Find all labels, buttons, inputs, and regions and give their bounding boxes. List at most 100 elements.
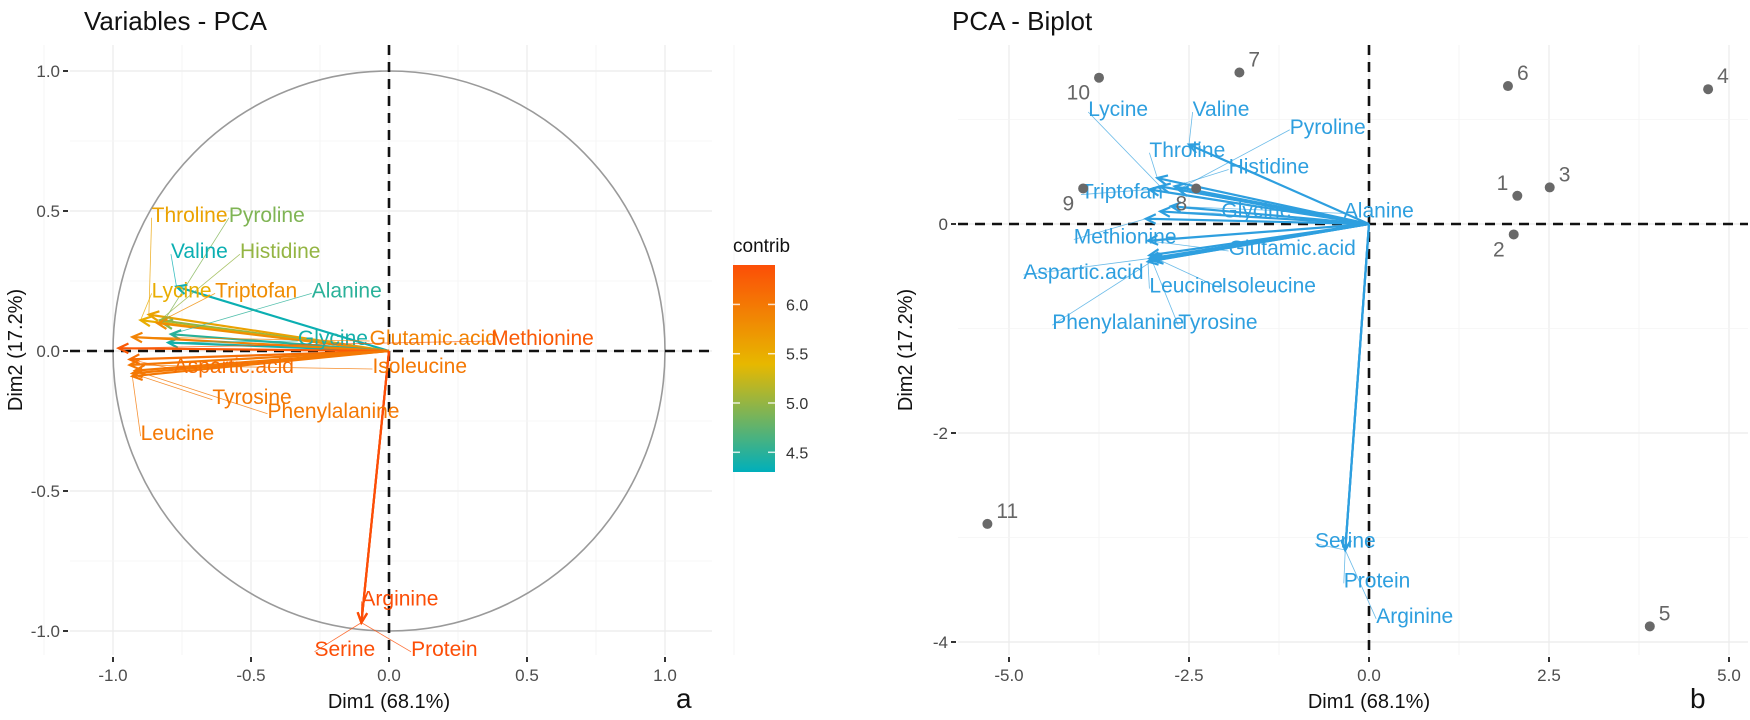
label-connector [1147,261,1150,289]
panel-b-letter: b [1690,683,1706,714]
pca-biplot-panel: PCA - Biplot Lycine Valine Pyroline Throlin… [895,6,1748,714]
variable-label: Tyrosine [212,386,291,409]
label-connector [1151,259,1179,326]
x-tick-label: -2.5 [1174,666,1203,685]
x-tick-label: 0.0 [1357,666,1381,685]
individual-label: 6 [1517,62,1529,85]
label-connector [132,373,213,401]
individual-label: 5 [1659,602,1671,625]
label-connector [159,253,241,321]
individual-point [1644,621,1655,632]
contrib-color-legend: contrib 6.0 5.5 5.0 4.5 [733,236,808,472]
variable-label: Tyrosine [1178,311,1257,334]
panel-a-x-axis-label: Dim1 (68.1%) [328,691,450,713]
label-connector [1147,240,1229,252]
label-connector [118,340,492,349]
y-tick-label: -1.0 [31,622,60,641]
label-connector [1073,218,1146,240]
label-connector [1051,260,1154,326]
variable-label: Alanine [1344,199,1414,222]
variable-arrow-tyrosine [1151,222,1370,261]
individual-label: 10 [1067,82,1090,105]
panel-b-axis-ticks: -5.0 -2.5 0.0 2.5 5.0 0 -2 -4 [933,215,1741,685]
variable-arrow-triptofan [157,321,390,353]
variable-arrow-leucine [132,349,390,378]
variable-label: Arginine [1376,605,1453,628]
variable-label: Throline [152,204,228,227]
panel-a-variable-arrows [115,283,391,626]
label-connector [1023,258,1150,276]
label-connector [361,622,412,653]
variable-label: Methionine [1074,225,1177,248]
legend-tick-label: 5.0 [786,396,808,413]
panel-a-title: Variables - PCA [84,6,268,36]
label-connector [134,370,268,415]
variable-arrow-protein [360,350,391,623]
label-connector [1087,111,1161,187]
panel-b-title: PCA - Biplot [952,6,1093,36]
variable-label: Aspartic.acid [1023,261,1143,284]
panel-a-zero-lines [70,45,712,655]
individual-point [1512,190,1523,201]
y-tick-label: 0.5 [36,202,60,221]
variable-label: Leucine [1149,275,1223,298]
label-connector [168,340,298,343]
label-connector [314,622,362,653]
variable-label: Protein [1344,569,1411,592]
label-connector [129,364,373,370]
legend-title: contrib [733,236,790,257]
panel-a-y-axis-label: Dim2 (17.2%) [5,289,27,411]
variable-label: Pyroline [1290,116,1366,139]
label-connector [1344,549,1377,619]
variable-label: Valine [1193,98,1250,121]
variable-arrow-glutamic-acid [1147,222,1370,242]
variable-arrow-arginine [1344,223,1371,551]
individual-point [982,518,993,529]
variable-label: Pyroline [229,204,305,227]
variable-label: Arginine [361,587,438,610]
x-tick-label: 0.0 [377,666,401,685]
panel-b-grid [958,45,1748,655]
legend-colorbar [733,265,775,472]
panel-b-variable-arrows [1143,143,1371,553]
legend-tick-label: 5.5 [786,347,808,364]
variable-label: Glutamic.acid [370,327,497,350]
label-connector [1174,169,1229,187]
label-connector [1170,205,1344,214]
individual-label: 1 [1497,172,1509,195]
variable-arrow-triptofan [1149,188,1370,226]
y-tick-label: -4 [933,633,948,652]
y-tick-label: -2 [933,424,948,443]
variable-label: Leucine [141,422,215,445]
individual-label: 7 [1248,48,1260,71]
y-tick-label: 1.0 [36,62,60,81]
legend-tick-label: 4.5 [786,445,808,462]
variable-arrow-alanine [1170,205,1370,226]
individual-label: 3 [1559,163,1571,186]
label-connector [129,359,174,370]
label-connector [1314,543,1346,551]
variable-arrow-valine [176,285,390,353]
variable-label: Lycine [1088,98,1148,121]
individual-point [1234,67,1245,78]
variable-label: Triptofan [1081,181,1163,204]
variable-arrow-methionine [1145,217,1370,226]
legend-ticks: 6.0 5.5 5.0 4.5 [733,297,808,462]
individual-point [1502,81,1513,92]
y-tick-label: 0 [939,215,948,234]
panel-b-y-axis-label: Dim2 (17.2%) [895,289,917,411]
individual-label: 4 [1717,65,1729,88]
variable-label: Isoleucine [372,355,467,378]
variable-label: Phenylalanine [268,400,400,423]
individual-label: 9 [1062,192,1074,215]
label-connector [162,217,230,324]
label-connector [170,254,177,287]
individual-point [1544,182,1555,193]
variable-label: Histidine [240,240,321,263]
variable-label: Methionine [491,327,594,350]
variable-label: Valine [171,240,228,263]
variable-label: Serine [314,638,375,661]
variable-label: Triptofan [215,279,297,302]
